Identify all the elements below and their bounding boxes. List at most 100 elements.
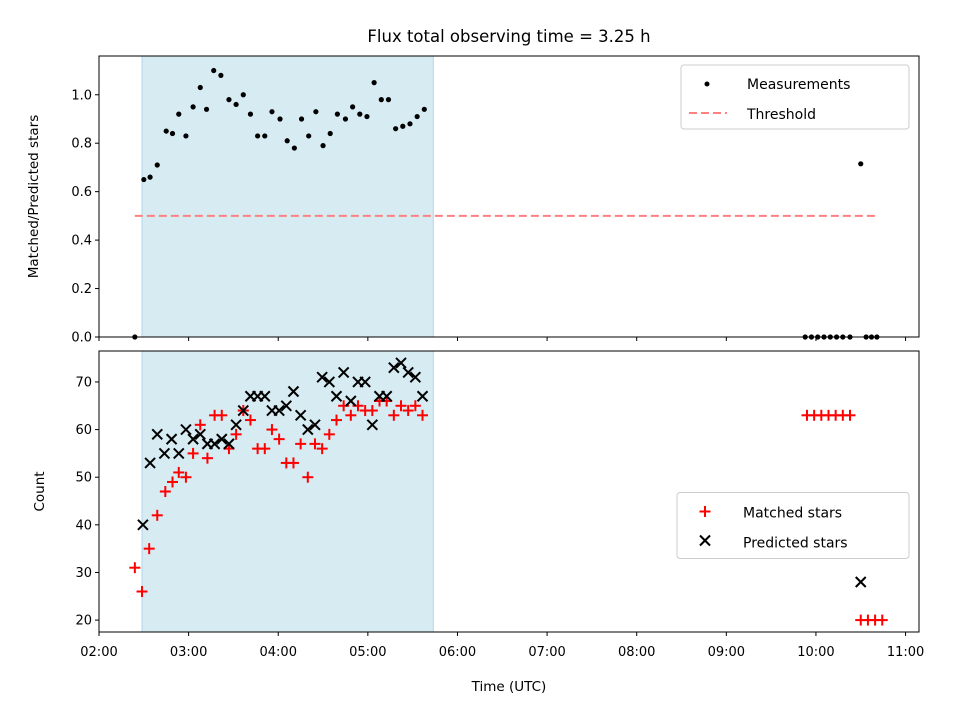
predicted-star-point <box>395 357 407 369</box>
measurement-point <box>385 97 392 103</box>
top-x-ticks <box>98 337 907 341</box>
measurement-point <box>357 111 363 117</box>
y-tick-label: 40 <box>75 518 92 533</box>
measurement-point <box>306 133 312 139</box>
measurement-point <box>342 116 349 122</box>
matched-star-point <box>230 428 242 440</box>
top-highlight-span <box>141 55 434 338</box>
y-tick-label: 1.0 <box>71 88 92 103</box>
measurement-point <box>240 92 246 98</box>
bottom-x-ticks: 02:00 03:00 04:00 05:00 06:00 07:00 08:00 09:00… <box>80 632 924 660</box>
matched-star-point <box>402 405 414 417</box>
measurement-point <box>269 109 275 115</box>
measurement-point <box>255 133 261 139</box>
measurement-point <box>371 80 377 86</box>
matched-star-point <box>273 433 285 445</box>
predicted-star-point <box>165 433 178 445</box>
matched-star-point <box>159 486 171 497</box>
matched-star-point <box>173 466 185 478</box>
matched-star-point <box>388 409 400 421</box>
matched-star-point <box>345 409 357 421</box>
predicted-star-point <box>287 385 300 398</box>
measurement-point <box>858 161 864 167</box>
matched-star-point <box>366 405 378 417</box>
matched-star-point <box>201 452 213 464</box>
top-panel: 0.0 0.2 0.4 0.6 0.8 1.0 Flux total observing … <box>26 27 920 346</box>
predicted-star-point <box>380 390 393 402</box>
matched-star-point <box>187 447 199 459</box>
y-tick-label: 70 <box>75 375 92 390</box>
bottom-legend: Matched stars Predicted stars <box>676 492 910 559</box>
y-tick-label: 60 <box>75 423 92 438</box>
top-axes-frame <box>98 55 920 338</box>
measurement-point <box>203 106 210 112</box>
matched-star-point <box>323 428 335 440</box>
matched-star-point <box>166 476 178 488</box>
matched-star-point <box>244 414 256 426</box>
y-tick-label: 0.2 <box>71 282 92 297</box>
x-tick-label: 09:00 <box>708 645 745 660</box>
matched-star-point <box>409 400 421 412</box>
top-legend: Measurements Threshold <box>680 64 910 130</box>
measurement-point <box>414 113 420 120</box>
legend-measurements-marker <box>704 81 710 87</box>
measurement-point <box>421 106 427 112</box>
matched-star-point <box>180 471 192 483</box>
matched-star-point <box>309 438 321 450</box>
predicted-star-point <box>144 457 156 469</box>
measurement-point <box>327 130 333 137</box>
predicted-star-point <box>158 447 171 460</box>
predicted-star-point <box>173 447 185 460</box>
measurement-point <box>190 104 196 110</box>
matched-stars-points <box>129 395 888 626</box>
predicted-star-point <box>409 371 422 383</box>
legend-predicted-label: Predicted stars <box>743 536 848 552</box>
legend-matched-marker <box>699 506 711 517</box>
measurement-point <box>163 128 169 134</box>
y-tick-label: 20 <box>75 614 92 629</box>
matched-star-point <box>302 471 314 483</box>
predicted-star-point <box>330 390 343 402</box>
matched-star-point <box>287 457 299 469</box>
measurement-point <box>183 133 189 139</box>
predicted-star-point <box>323 376 336 388</box>
predicted-star-point <box>273 404 285 417</box>
measurement-point <box>277 116 283 122</box>
predicted-star-point <box>237 404 249 417</box>
predicted-star-point <box>230 419 242 431</box>
bottom-y-ticks: 20 30 40 50 60 70 <box>75 375 99 629</box>
matched-star-point <box>417 409 429 421</box>
measurement-point <box>378 97 384 103</box>
matched-star-point <box>316 443 328 455</box>
measurement-point <box>350 104 356 110</box>
measurement-point <box>407 121 413 127</box>
chart-title: Flux total observing time = 3.25 h <box>367 27 650 46</box>
measurement-point <box>298 116 305 122</box>
legend-x-glyph <box>699 534 711 547</box>
predicted-star-point <box>137 519 149 531</box>
x-tick-label: 05:00 <box>349 645 386 660</box>
x-tick-label: 08:00 <box>618 645 655 660</box>
predicted-star-point <box>366 419 379 431</box>
measurement-point <box>141 176 147 183</box>
x-tick-label: 07:00 <box>528 645 565 660</box>
y-tick-label: 0.8 <box>71 137 92 152</box>
y-tick-label: 0.0 <box>71 331 92 346</box>
measurement-point <box>169 130 176 137</box>
measurement-point <box>154 162 160 168</box>
measurement-point <box>393 126 399 132</box>
x-tick-label: 03:00 <box>170 645 207 660</box>
measurement-point <box>334 111 340 117</box>
matched-star-point <box>330 414 342 426</box>
top-legend-box <box>680 64 910 130</box>
matched-star-point <box>844 409 856 421</box>
matched-star-point <box>136 586 148 598</box>
measurement-point <box>197 84 203 91</box>
legend-predicted-marker <box>699 534 711 547</box>
predicted-star-point <box>416 390 429 402</box>
predicted-star-point <box>180 423 192 436</box>
predicted-stars-points <box>137 357 867 588</box>
predicted-star-point <box>223 438 235 450</box>
predicted-star-point <box>359 376 371 388</box>
matched-star-point <box>151 509 163 521</box>
